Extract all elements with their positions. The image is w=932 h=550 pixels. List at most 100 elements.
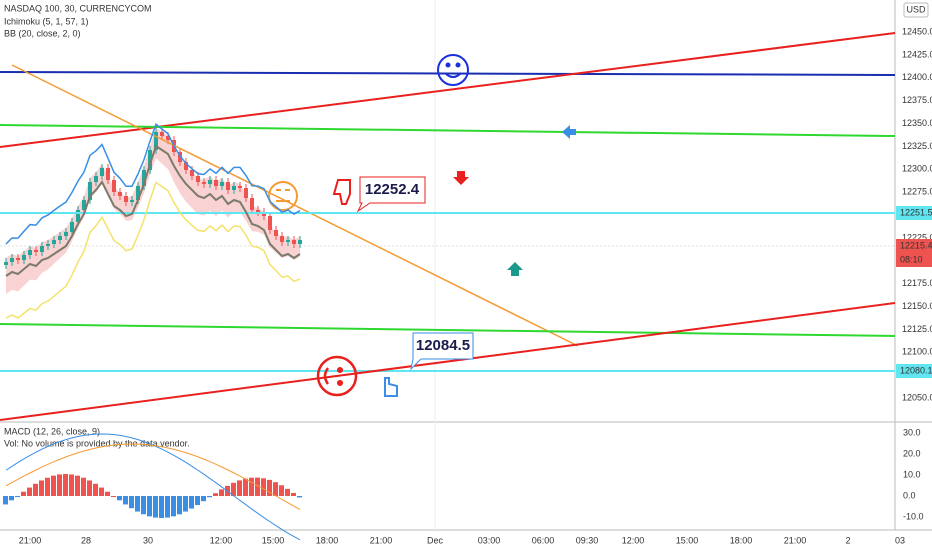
price-label: 12225.0 — [902, 232, 932, 242]
macd-histogram-bar — [243, 478, 248, 496]
time-label: 18:00 — [730, 535, 753, 545]
price-marker — [896, 206, 932, 220]
candle-body — [238, 186, 242, 188]
candle-body — [100, 168, 104, 176]
macd-histogram-bar — [171, 496, 176, 517]
candle-body — [34, 250, 38, 252]
time-label: 09:30 — [576, 535, 599, 545]
arrow-down — [453, 171, 469, 185]
price-label: 12150.0 — [902, 301, 932, 311]
macd-histogram-bar — [93, 483, 98, 496]
macd-histogram-bar — [63, 474, 68, 496]
trend-line — [0, 32, 896, 148]
macd-histogram-bar — [39, 480, 44, 496]
candle-body — [208, 180, 212, 184]
macd-histogram-bar — [69, 474, 74, 496]
currency-box — [903, 2, 929, 18]
macd-histogram-bar — [213, 493, 218, 496]
macd-histogram-bar — [75, 475, 80, 496]
ichimoku-cloud — [6, 128, 300, 294]
macd-histogram-bar — [249, 477, 254, 496]
candle-body — [22, 255, 26, 260]
bb-upper — [5, 123, 301, 245]
price-marker-label: 12215.4 — [900, 240, 932, 250]
macd-histogram-bar — [57, 474, 62, 496]
time-label: 21:00 — [370, 535, 393, 545]
candle-body — [4, 262, 8, 265]
price-label: 12175.0 — [902, 278, 932, 288]
macd-histogram-bar — [267, 479, 272, 496]
candle-body — [154, 132, 158, 150]
macd-histogram-bar — [261, 478, 266, 496]
price-label: 12125.0 — [902, 324, 932, 334]
price-label: 12050.0 — [902, 392, 932, 402]
candle-body — [166, 136, 170, 140]
candle-body — [40, 246, 44, 252]
time-label: 30 — [143, 535, 153, 545]
price-label: 12425.0 — [902, 49, 932, 59]
signal-line — [5, 443, 301, 510]
macd-histogram-bar — [33, 483, 38, 496]
macd-label: 10.0 — [903, 469, 921, 479]
candle-body — [70, 222, 74, 232]
time-label: Dec — [427, 535, 444, 545]
time-label: 18:00 — [316, 535, 339, 545]
candle-body — [58, 236, 62, 240]
time-label: 12:00 — [622, 535, 645, 545]
arrow-left — [562, 125, 576, 139]
macd-histogram-bar — [81, 477, 86, 496]
macd-histogram-bar — [3, 496, 8, 505]
macd-histogram-bar — [219, 489, 224, 496]
macd-histogram-bar — [111, 496, 116, 497]
price-marker — [896, 364, 932, 378]
price-label: 12450.0 — [902, 26, 932, 36]
macd-histogram-bar — [255, 477, 260, 496]
candle-body — [148, 150, 152, 170]
macd-histogram-bar — [123, 496, 128, 505]
smiley-sad — [316, 355, 358, 397]
candle-body — [88, 182, 92, 200]
candle-body — [214, 180, 218, 186]
indicator-label: MACD (12, 26, close, 9) — [4, 426, 100, 436]
price-marker-label: 12080.1 — [900, 365, 932, 375]
candle-body — [298, 240, 302, 244]
price-label: 12300.0 — [902, 164, 932, 174]
candle-body — [184, 162, 188, 170]
macd-histogram-bar — [165, 496, 170, 518]
price-label: 12375.0 — [902, 95, 932, 105]
candle-body — [130, 200, 134, 202]
candle-body — [106, 168, 110, 180]
candle-body — [46, 244, 50, 246]
price-label: 12275.0 — [902, 187, 932, 197]
candle-body — [286, 240, 290, 242]
macd-histogram-bar — [147, 496, 152, 517]
macd-histogram-bar — [27, 487, 32, 496]
macd-histogram-bar — [297, 496, 302, 498]
macd-histogram-bar — [195, 496, 200, 506]
macd-histogram-bar — [21, 491, 26, 496]
time-label: 12:00 — [210, 535, 233, 545]
candle-body — [142, 170, 146, 186]
trend-line — [0, 71, 896, 76]
price-marker-label: 12251.5 — [900, 207, 932, 217]
price-label: 12100.0 — [902, 347, 932, 357]
macd-histogram-bar — [273, 482, 278, 496]
candle-body — [226, 182, 230, 190]
macd-histogram-bar — [153, 496, 158, 518]
candle-body — [250, 198, 254, 210]
candle-body — [124, 196, 128, 202]
candle-body — [28, 250, 32, 255]
macd-histogram-bar — [117, 496, 122, 501]
smiley-neutral — [268, 181, 298, 211]
hand-icon — [332, 179, 351, 205]
time-label: 03:00 — [478, 535, 501, 545]
candle-body — [190, 170, 194, 176]
candle-body — [16, 258, 20, 260]
candle-body — [274, 230, 278, 236]
candle-body — [76, 210, 80, 222]
candle-body — [118, 192, 122, 196]
price-marker-label: 08:10 — [900, 254, 923, 264]
trend-line — [11, 64, 579, 347]
macd-histogram-bar — [135, 496, 140, 512]
